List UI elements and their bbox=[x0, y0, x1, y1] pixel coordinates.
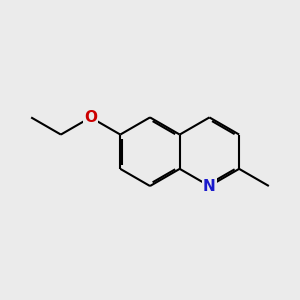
Text: O: O bbox=[84, 110, 97, 125]
Text: N: N bbox=[203, 178, 216, 194]
